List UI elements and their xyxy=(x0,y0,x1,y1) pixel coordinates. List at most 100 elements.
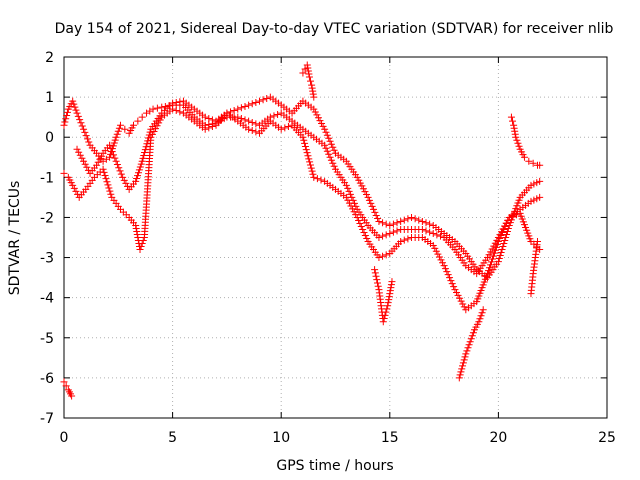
data-point-marker xyxy=(327,156,335,164)
data-point-marker xyxy=(356,179,364,187)
data-point-marker xyxy=(370,205,378,213)
data-point-marker xyxy=(311,108,319,116)
data-point-marker xyxy=(306,161,314,169)
data-point-marker xyxy=(533,195,541,203)
data-point-marker xyxy=(464,344,472,352)
data-point-marker xyxy=(303,149,311,157)
data-point-marker xyxy=(208,116,216,124)
data-point-marker xyxy=(307,164,315,172)
data-point-marker xyxy=(515,142,523,150)
data-point-marker xyxy=(172,106,180,114)
data-point-marker xyxy=(386,221,394,229)
data-point-marker xyxy=(488,245,496,253)
data-point-marker xyxy=(484,254,492,262)
data-point-marker xyxy=(479,306,487,314)
data-point-marker xyxy=(451,286,459,294)
data-point-marker xyxy=(241,116,249,124)
data-point-marker xyxy=(357,222,365,230)
data-point-marker xyxy=(490,249,498,257)
data-point-marker xyxy=(459,362,467,370)
data-point-marker xyxy=(422,219,430,227)
data-point-marker xyxy=(411,215,419,223)
data-point-marker xyxy=(485,251,493,259)
data-point-marker xyxy=(301,139,309,147)
data-point-marker xyxy=(134,172,142,180)
data-point-marker xyxy=(380,315,388,323)
data-point-marker xyxy=(447,277,455,285)
data-point-marker xyxy=(77,119,85,127)
data-point-marker xyxy=(97,152,105,160)
data-point-marker xyxy=(494,258,502,266)
data-point-marker xyxy=(308,81,316,89)
data-point-marker xyxy=(496,252,504,260)
y-tick-label: -1 xyxy=(40,170,54,186)
data-point-marker xyxy=(329,159,337,167)
data-point-marker xyxy=(134,234,142,241)
data-point-marker xyxy=(201,113,209,121)
data-point-marker xyxy=(360,228,368,236)
data-point-marker xyxy=(494,238,502,246)
data-point-marker xyxy=(440,262,448,270)
data-point-marker xyxy=(404,235,412,243)
data-point-marker xyxy=(205,115,213,123)
data-point-marker xyxy=(374,214,382,222)
data-point-marker xyxy=(310,105,318,113)
data-point-marker xyxy=(498,228,506,236)
data-point-marker xyxy=(460,356,468,364)
data-point-marker xyxy=(132,224,140,232)
data-point-marker xyxy=(81,160,89,168)
data-point-marker xyxy=(375,217,383,225)
data-point-marker xyxy=(367,199,375,207)
data-point-marker xyxy=(304,64,312,72)
data-point-marker xyxy=(161,102,169,110)
data-point-marker xyxy=(132,221,140,229)
data-point-marker xyxy=(308,84,316,92)
data-point-marker xyxy=(495,255,503,263)
data-point-marker xyxy=(372,272,380,280)
data-point-marker xyxy=(138,157,146,165)
data-point-marker xyxy=(456,371,464,379)
x-tick-label: 15 xyxy=(381,430,399,446)
data-point-marker xyxy=(140,151,148,159)
y-tick-label: -2 xyxy=(40,210,54,226)
data-point-marker xyxy=(408,213,416,221)
x-tick-label: 5 xyxy=(168,430,177,446)
data-point-marker xyxy=(301,142,309,150)
data-point-marker xyxy=(422,227,430,235)
data-point-marker xyxy=(141,149,149,157)
data-point-marker xyxy=(511,127,519,135)
data-point-marker xyxy=(371,266,379,274)
data-point-marker xyxy=(536,177,544,185)
data-point-marker xyxy=(138,240,146,248)
data-point-marker xyxy=(83,163,91,171)
data-point-marker xyxy=(368,202,376,210)
data-point-marker xyxy=(507,113,515,121)
data-point-marker xyxy=(299,133,307,141)
x-axis-label: GPS time / hours xyxy=(276,458,393,474)
data-point-marker xyxy=(106,141,114,149)
data-point-marker xyxy=(462,350,470,358)
data-point-marker xyxy=(434,250,442,258)
chart-title: Day 154 of 2021, Sidereal Day-to-day VTE… xyxy=(55,21,614,37)
data-point-marker xyxy=(308,167,316,175)
data-point-marker xyxy=(74,112,82,120)
data-point-marker xyxy=(137,243,145,251)
data-point-marker xyxy=(418,225,426,233)
data-point-marker xyxy=(136,246,144,254)
data-point-marker xyxy=(379,219,387,227)
data-point-marker xyxy=(119,173,127,181)
data-point-marker xyxy=(383,305,391,313)
data-point-marker xyxy=(418,217,426,225)
data-point-marker xyxy=(352,211,360,219)
data-point-marker xyxy=(527,181,535,189)
data-point-marker xyxy=(530,180,538,188)
data-point-marker xyxy=(374,282,382,290)
data-point-marker xyxy=(513,211,520,219)
data-point-marker xyxy=(353,213,361,221)
data-point-marker xyxy=(100,168,108,176)
data-point-marker xyxy=(116,167,124,175)
data-point-marker xyxy=(457,368,465,376)
data-point-marker xyxy=(70,184,78,192)
data-point-marker xyxy=(432,247,440,255)
data-point-marker xyxy=(255,97,263,105)
